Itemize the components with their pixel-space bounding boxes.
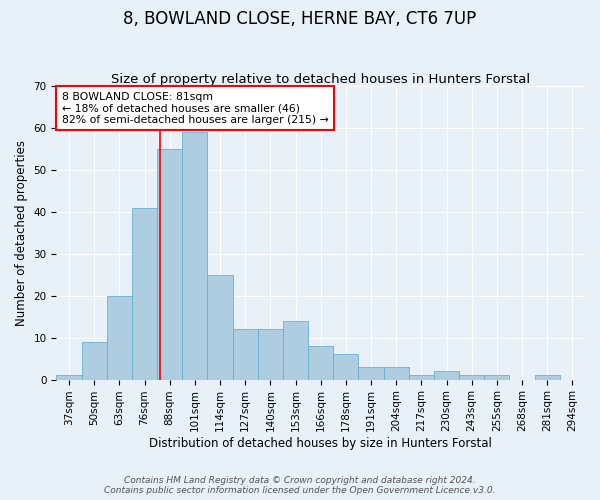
Bar [208, 274, 233, 380]
X-axis label: Distribution of detached houses by size in Hunters Forstal: Distribution of detached houses by size … [149, 437, 492, 450]
Bar [56, 376, 82, 380]
Bar [283, 321, 308, 380]
Bar [182, 132, 208, 380]
Bar [258, 330, 283, 380]
Bar [82, 342, 107, 380]
Bar [233, 330, 258, 380]
Bar [358, 367, 383, 380]
Bar [383, 367, 409, 380]
Bar [434, 371, 459, 380]
Bar [132, 208, 157, 380]
Bar [484, 376, 509, 380]
Bar [459, 376, 484, 380]
Bar [308, 346, 333, 380]
Text: Contains HM Land Registry data © Crown copyright and database right 2024.
Contai: Contains HM Land Registry data © Crown c… [104, 476, 496, 495]
Bar [107, 296, 132, 380]
Bar [409, 376, 434, 380]
Bar [333, 354, 358, 380]
Text: 8, BOWLAND CLOSE, HERNE BAY, CT6 7UP: 8, BOWLAND CLOSE, HERNE BAY, CT6 7UP [124, 10, 476, 28]
Bar [535, 376, 560, 380]
Title: Size of property relative to detached houses in Hunters Forstal: Size of property relative to detached ho… [111, 73, 530, 86]
Y-axis label: Number of detached properties: Number of detached properties [15, 140, 28, 326]
Bar [157, 149, 182, 380]
Text: 8 BOWLAND CLOSE: 81sqm
← 18% of detached houses are smaller (46)
82% of semi-det: 8 BOWLAND CLOSE: 81sqm ← 18% of detached… [62, 92, 328, 125]
